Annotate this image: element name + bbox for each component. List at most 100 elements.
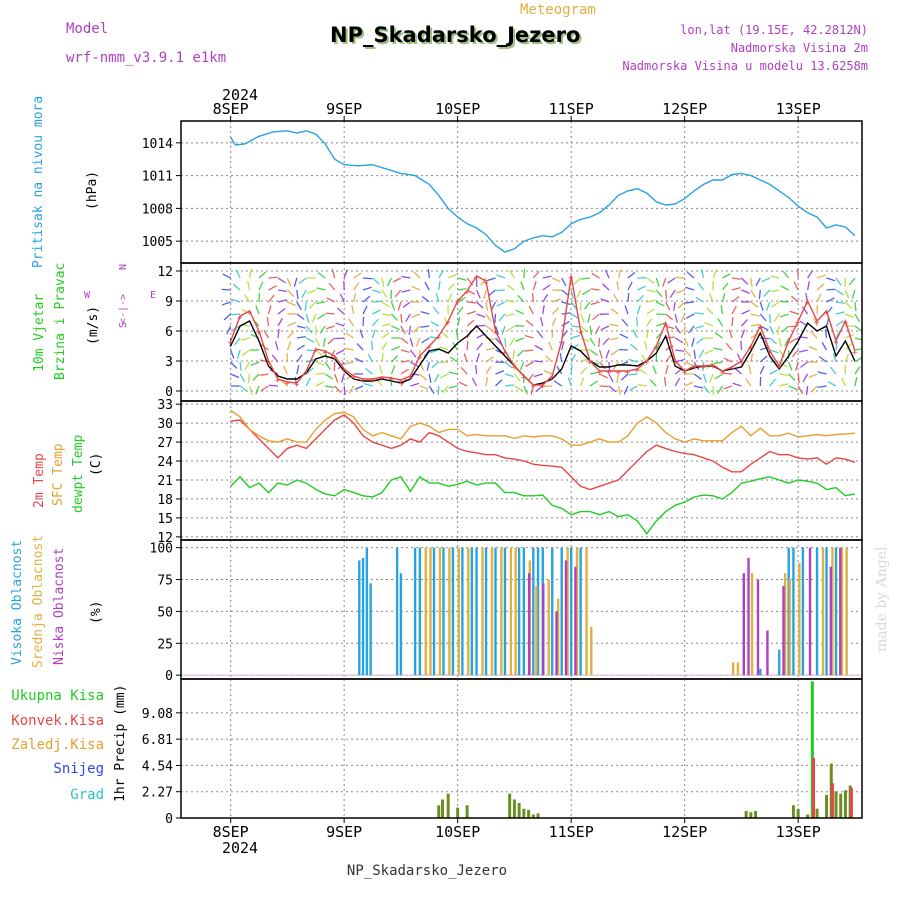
wind-arrow [617, 385, 622, 395]
wind-arrow [570, 334, 580, 339]
wind-arrow [410, 361, 419, 367]
wind-arrow [610, 349, 619, 356]
wind-arrow [760, 325, 769, 331]
wind-arrow [636, 316, 639, 327]
bar-cloud [481, 547, 484, 676]
gust-marker: + [559, 338, 565, 348]
bar-cloud [542, 583, 545, 676]
wind-arrow [628, 373, 638, 376]
wind-label-2: Brzina i Pravac [53, 263, 68, 380]
bar-cloud [756, 579, 760, 676]
wind-arrow [381, 352, 384, 363]
wind-arrow [466, 289, 476, 295]
wind-arrow [328, 282, 336, 291]
gust-marker: + [237, 313, 243, 323]
wind-arrow [260, 344, 269, 351]
wind-arrow [296, 313, 305, 320]
wind-arrow [508, 270, 515, 279]
wind-arrow [745, 378, 752, 387]
wind-arrow [600, 325, 610, 331]
wind-arrow [476, 313, 486, 318]
wind-arrow [704, 349, 714, 355]
wind-arrow [488, 289, 496, 297]
bar-cloud [475, 547, 478, 676]
wind-arrow [810, 385, 818, 393]
wind-arrow [789, 325, 799, 328]
wind-arrow [695, 296, 704, 303]
wind-arrow [413, 270, 421, 279]
gust-marker: + [625, 368, 631, 378]
wind-arrow [600, 298, 610, 303]
cloud-unit: (%) [89, 601, 104, 624]
wind-arrow [731, 305, 737, 315]
y-tick-label: 3 [165, 355, 173, 370]
wind-arrow [559, 353, 563, 363]
wind-arrow [509, 337, 515, 346]
date-tick-label-bottom: 9SEP [326, 823, 362, 841]
wind-arrow [438, 280, 441, 291]
wind-arrow [495, 370, 505, 375]
wind-arrow [226, 325, 232, 335]
wind-arrow [439, 373, 449, 379]
wind-arrow [667, 277, 676, 284]
wind-arrow [696, 337, 704, 345]
gust-marker: + [738, 358, 744, 368]
gust-marker: + [511, 363, 517, 373]
wind-arrow [854, 313, 860, 323]
wind-arrow [766, 301, 771, 311]
wind-arrow [362, 286, 372, 291]
wind-arrow [517, 294, 525, 303]
wind-arrow [263, 329, 270, 339]
wind-arrow [721, 282, 729, 291]
y-tick-label: 12 [157, 265, 173, 280]
compass-w: W [84, 290, 91, 301]
wind-arrow [504, 337, 507, 348]
wind-arrow [714, 373, 723, 380]
wind-arrow [672, 301, 676, 311]
wind-arrow [240, 337, 250, 341]
wind-arrow [793, 281, 799, 291]
lonlat: lon,lat (19.15E, 42.2812N) [680, 23, 868, 37]
wind-arrow [637, 384, 647, 387]
gust-marker: + [776, 363, 782, 373]
gust-marker: + [653, 343, 659, 353]
wind-arrow [561, 277, 567, 287]
wind-label-1: 10m Vjetar [32, 294, 47, 372]
wind-arrow [394, 289, 402, 298]
wind-arrow [686, 271, 695, 279]
wind-arrow [483, 289, 487, 299]
wind-arrow [627, 292, 630, 303]
wind-arrow [296, 354, 303, 363]
wind-arrow [235, 269, 241, 279]
wind-arrow [758, 289, 761, 300]
gust-marker: + [379, 374, 385, 384]
wind-arrow [652, 365, 657, 375]
y-tick-label: 0 [165, 669, 173, 684]
wind-arrow [409, 337, 414, 347]
bar-cloud [399, 573, 403, 676]
wind-arrow [354, 385, 364, 390]
wind-arrow [421, 337, 430, 344]
wind-arrow [230, 373, 240, 379]
bar-cloud [490, 547, 494, 676]
bar-cloud [792, 547, 795, 676]
wind-arrow [649, 379, 657, 387]
wind-arrow [591, 272, 600, 279]
wind-arrow [570, 353, 576, 363]
wind-arrow [551, 317, 557, 327]
bar-cloud [742, 573, 746, 676]
panel-marks-cloud [181, 547, 862, 676]
wind-arrow [750, 289, 757, 299]
wind-arrow [675, 289, 685, 294]
wind-arrow [420, 311, 430, 315]
wind-arrow [665, 313, 674, 321]
wind-arrow [519, 361, 525, 371]
gust-marker: + [436, 333, 442, 343]
wind-arrow [813, 317, 818, 327]
wind-arrow [348, 385, 355, 395]
gust-marker: + [786, 338, 792, 348]
gust-marker: + [701, 363, 707, 373]
wind-arrow [533, 373, 543, 378]
series-line-2m-temp [230, 414, 856, 491]
bar-cloud [778, 649, 781, 676]
